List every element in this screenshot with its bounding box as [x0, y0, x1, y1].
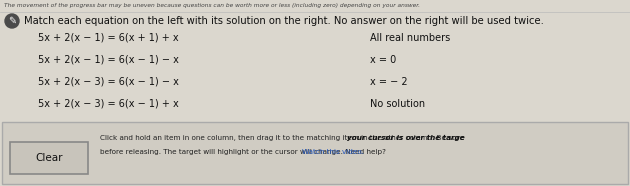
Text: your cursor is over the targe: your cursor is over the targe — [347, 135, 465, 141]
FancyBboxPatch shape — [10, 142, 88, 174]
Text: ✎: ✎ — [8, 16, 16, 26]
Text: Click and hold an item in one column, then drag it to the matching item in the o: Click and hold an item in one column, th… — [100, 135, 466, 141]
Text: x = − 2: x = − 2 — [370, 77, 408, 87]
Text: 5x + 2(x − 3) = 6(x − 1) + x: 5x + 2(x − 3) = 6(x − 1) + x — [38, 99, 179, 109]
Text: Clear: Clear — [35, 153, 63, 163]
Text: x = 0: x = 0 — [370, 55, 396, 65]
Text: 5x + 2(x − 1) = 6(x + 1) + x: 5x + 2(x − 1) = 6(x + 1) + x — [38, 33, 179, 43]
Text: before releasing. The target will highlight or the cursor will change. Need help: before releasing. The target will highli… — [100, 149, 388, 155]
Text: The movement of the progress bar may be uneven because questions can be worth mo: The movement of the progress bar may be … — [4, 3, 420, 8]
Circle shape — [5, 14, 19, 28]
Text: 5x + 2(x − 3) = 6(x − 1) − x: 5x + 2(x − 3) = 6(x − 1) − x — [38, 77, 179, 87]
Text: All real numbers: All real numbers — [370, 33, 450, 43]
Text: Watch this video.: Watch this video. — [302, 149, 364, 155]
Text: Match each equation on the left with its solution on the right. No answer on the: Match each equation on the left with its… — [24, 16, 544, 26]
Text: 5x + 2(x − 1) = 6(x − 1) − x: 5x + 2(x − 1) = 6(x − 1) − x — [38, 55, 179, 65]
FancyBboxPatch shape — [2, 122, 628, 184]
Text: No solution: No solution — [370, 99, 425, 109]
